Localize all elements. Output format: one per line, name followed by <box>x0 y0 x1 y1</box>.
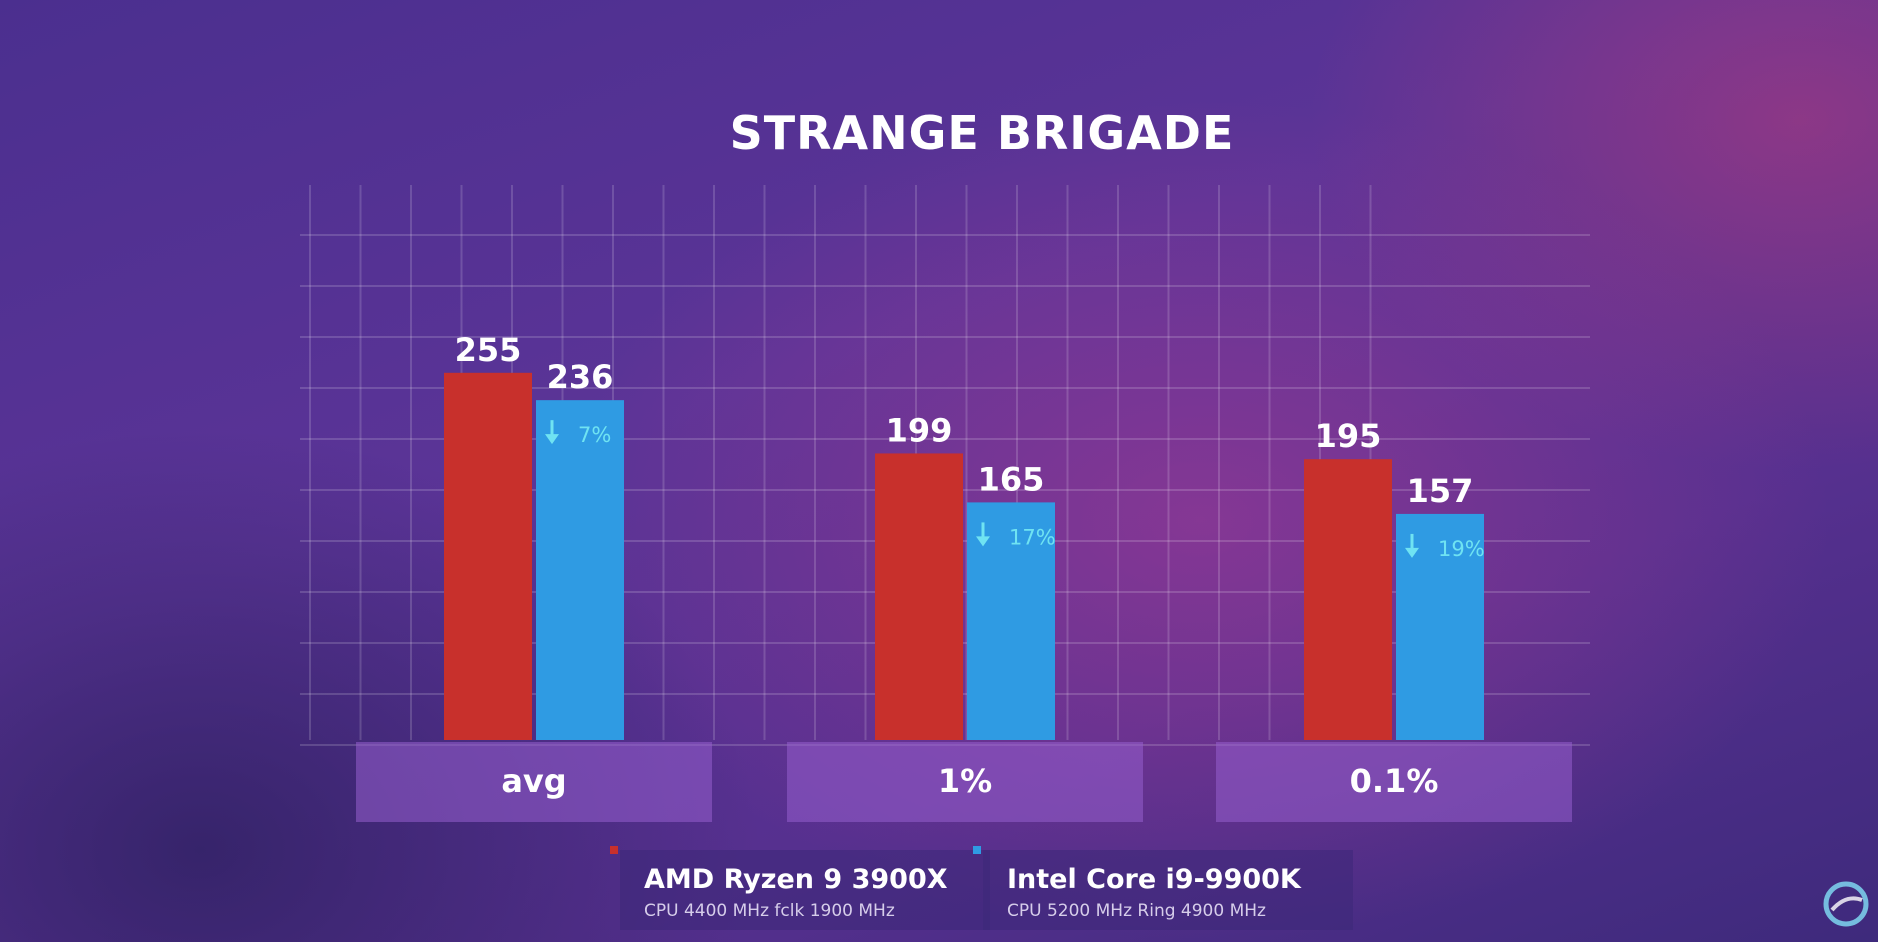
difference-percent-label: 7% <box>578 423 611 447</box>
bar-value-label: 157 <box>1407 472 1474 510</box>
chart-title: STRANGE BRIGADE <box>730 106 1235 160</box>
down-arrow-icon <box>1405 533 1419 558</box>
down-arrow-icon <box>545 420 559 445</box>
bars-layer: 255 236 7% 199 165 17% 195 157 19% <box>444 331 1485 740</box>
bar-value-label: 236 <box>547 358 614 396</box>
legend: AMD Ryzen 9 3900X CPU 4400 MHz fclk 1900 … <box>610 846 1353 930</box>
legend-item: Intel Core i9-9900K CPU 5200 MHz Ring 490… <box>973 846 1353 930</box>
legend-item: AMD Ryzen 9 3900X CPU 4400 MHz fclk 1900 … <box>610 846 990 930</box>
legend-swatch <box>610 846 618 854</box>
down-arrow-icon <box>976 522 990 547</box>
legend-series-subtitle: CPU 5200 MHz Ring 4900 MHz <box>1007 901 1266 921</box>
legend-series-name: Intel Core i9-9900K <box>1007 864 1302 895</box>
channel-logo-icon <box>1823 881 1869 927</box>
legend-series-subtitle: CPU 4400 MHz fclk 1900 MHz <box>644 901 895 921</box>
category-label: 0.1% <box>1350 762 1439 800</box>
legend-swatch <box>973 846 981 854</box>
category-labels: avg 1% 0.1% <box>356 742 1572 822</box>
bar <box>444 372 532 740</box>
difference-percent-label: 17% <box>1009 525 1056 549</box>
bar-value-label: 165 <box>978 460 1045 498</box>
bar <box>1304 459 1392 740</box>
category-box <box>356 742 712 822</box>
bar-value-label: 195 <box>1315 417 1382 455</box>
bar-value-label: 199 <box>886 411 953 449</box>
category-box <box>787 742 1143 822</box>
bar <box>536 400 624 740</box>
legend-item-background <box>983 850 1353 930</box>
bar-value-label: 255 <box>455 331 522 369</box>
category-box <box>1216 742 1572 822</box>
bar <box>875 453 963 740</box>
category-label: avg <box>501 762 566 800</box>
difference-percent-label: 19% <box>1438 537 1485 561</box>
legend-series-name: AMD Ryzen 9 3900X <box>644 864 948 895</box>
legend-item-background <box>620 850 990 930</box>
category-label: 1% <box>938 762 992 800</box>
